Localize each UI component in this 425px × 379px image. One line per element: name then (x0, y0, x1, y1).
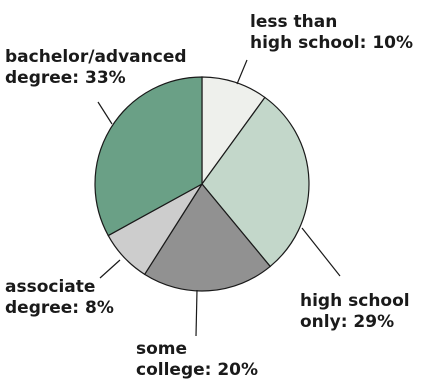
label-associate-degree-line2: degree: 8% (5, 298, 114, 318)
label-bachelor-advanced-degree-line2: degree: 33% (5, 68, 126, 88)
label-less-than-high-school-line1: less than (250, 12, 337, 32)
leader-lines (97, 59, 341, 337)
slice-labels: less than high school: 10% high school o… (5, 12, 416, 379)
leader-line-bachelor-advanced-degree (97, 101, 113, 125)
slice-bachelor-advanced-degree (94, 76, 203, 237)
label-less-than-high-school: less than high school: 10% (250, 12, 413, 53)
label-associate-degree-line1: associate (5, 277, 95, 297)
label-high-school-only: high school only: 29% (300, 291, 416, 332)
label-bachelor-advanced-degree: bachelor/advanced degree: 33% (5, 47, 192, 88)
leader-line-some-college (195, 289, 198, 337)
leader-line-high-school-only (301, 227, 341, 277)
label-some-college: some college: 20% (136, 339, 258, 379)
label-some-college-line2: college: 20% (136, 360, 258, 379)
label-bachelor-advanced-degree-line1: bachelor/advanced (5, 47, 187, 67)
leader-line-less-than-high-school (236, 59, 248, 85)
slice-some-college (143, 182, 272, 292)
label-high-school-only-line1: high school (300, 291, 410, 311)
label-associate-degree: associate degree: 8% (5, 277, 114, 318)
leader-line-associate-degree (99, 259, 121, 279)
label-high-school-only-line2: only: 29% (300, 312, 394, 332)
label-less-than-high-school-line2: high school: 10% (250, 33, 413, 53)
label-some-college-line1: some (136, 339, 187, 359)
slice-high-school-only (201, 96, 310, 268)
pie-slices (94, 76, 310, 292)
